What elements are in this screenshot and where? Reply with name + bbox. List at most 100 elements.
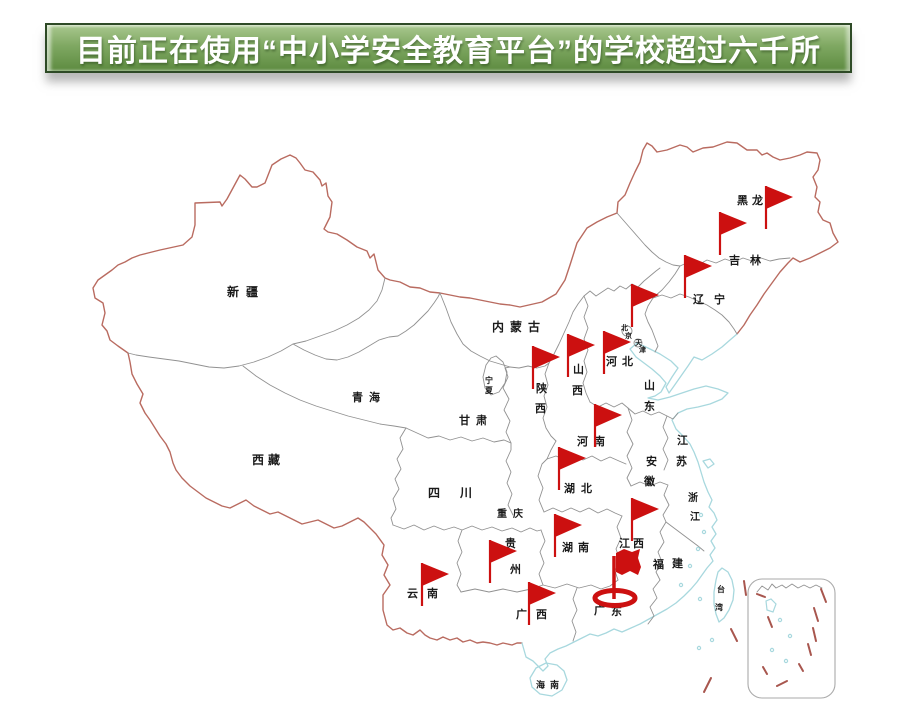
label-hunan: 湖 [562, 540, 573, 554]
islet [701, 529, 707, 535]
coastal-islets [678, 512, 793, 664]
flag-guizhou [488, 540, 517, 583]
label-jilin: 吉 [729, 253, 740, 267]
label-hainan: 南 [550, 679, 559, 691]
label-guangxi: 广 [516, 607, 527, 621]
label-guizhou: 贵 [505, 536, 516, 550]
coastline [521, 333, 738, 672]
label-henan: 南 [594, 434, 605, 448]
label-tianjin: 天 [635, 338, 643, 347]
label-hunan: 南 [578, 540, 589, 554]
label-fujian: 福 [652, 557, 664, 571]
flag-hubei [557, 447, 586, 490]
dash-segment [798, 663, 804, 672]
yangtze-mouth [702, 458, 715, 469]
dash-segment [703, 677, 712, 693]
label-yunnan: 云 [407, 587, 418, 600]
title-banner: 目前正在使用“中小学安全教育平台”的学校超过六千所 [45, 23, 852, 73]
dash-segment [776, 680, 788, 687]
islet [769, 647, 775, 653]
label-liaoning: 宁 [714, 292, 725, 306]
label-anhui: 安 [646, 454, 657, 468]
label-shaanxi: 西 [535, 402, 546, 415]
label-shandong: 山 [644, 378, 655, 392]
dash-segment [807, 643, 812, 656]
flag-liaoning [683, 255, 712, 298]
label-guizhou: 州 [509, 563, 521, 576]
flag-hebei [602, 331, 631, 374]
label-guangxi: 西 [536, 608, 547, 621]
dash-segment [812, 627, 817, 642]
label-neimenggu: 古 [528, 319, 540, 334]
label-sichuan: 川 [459, 486, 472, 500]
label-yunnan: 南 [427, 586, 438, 600]
taiwan-island [713, 567, 735, 623]
flag-yunnan [420, 563, 449, 606]
label-jiangsu: 江 [677, 433, 688, 447]
dash-segment [743, 580, 747, 596]
flag-hunan [553, 514, 582, 557]
label-tianjin: 津 [639, 345, 646, 354]
label-liaoning: 辽 [693, 293, 705, 306]
label-neimenggu: 蒙 [510, 319, 522, 334]
flag-henan [593, 404, 622, 447]
flag-shaanxi [531, 346, 560, 389]
label-jiangsu: 苏 [676, 454, 687, 468]
label-jiangxi: 江 [619, 536, 630, 550]
label-hubei: 北 [581, 481, 592, 495]
flag-jiangxi [630, 498, 659, 541]
national-border [92, 141, 839, 646]
label-heilongjiang: 龙 [751, 193, 763, 207]
islet [787, 633, 793, 639]
label-hainan: 海 [536, 679, 545, 691]
dash-segment [820, 588, 827, 603]
label-shanxi: 山 [573, 362, 584, 376]
label-taiwan: 台 [717, 584, 725, 594]
label-shandong: 东 [644, 399, 655, 413]
islet [687, 563, 693, 569]
label-jiangxi: 西 [633, 537, 644, 550]
islet [698, 512, 704, 518]
label-guangdong: 东 [611, 604, 622, 618]
dash-segment [756, 593, 766, 598]
islet [697, 596, 703, 602]
flag-beijing [630, 284, 659, 327]
label-guangdong: 广 [594, 603, 605, 617]
islet [777, 617, 783, 623]
dash-segment [767, 616, 773, 628]
label-zhejiang: 江 [690, 510, 700, 523]
islet [709, 637, 715, 643]
label-henan: 河 [577, 434, 588, 448]
dash-segment [762, 666, 768, 675]
south-china-sea-inset [747, 578, 836, 699]
guangdong-pin [592, 549, 641, 608]
label-xinjiang: 疆 [246, 285, 258, 299]
label-xizang: 西 [252, 453, 264, 467]
islet [783, 658, 789, 664]
islet [695, 546, 701, 552]
label-xinjiang: 新 [227, 284, 239, 299]
province-labels: 新疆西 藏青 海甘 肃宁夏内蒙古陕西山西河 北北京天津山东河南江苏安徽浙江湖 北湖南江西福… [227, 193, 763, 691]
flag-heilongjiang [764, 186, 793, 229]
label-sichuan: 四 [428, 486, 440, 500]
hainan-island [529, 662, 568, 697]
label-shaanxi: 陕 [536, 381, 547, 395]
label-taiwan: 湾 [715, 602, 723, 612]
province-flags [420, 186, 793, 625]
label-fujian: 建 [672, 556, 684, 570]
pin-flag [616, 549, 641, 575]
label-neimenggu: 内 [492, 319, 504, 334]
flag-jilin [718, 212, 747, 255]
label-zhejiang: 浙 [688, 491, 698, 504]
islet [678, 582, 684, 588]
label-qinghai: 青 [352, 390, 363, 404]
label-shanxi: 西 [572, 384, 583, 397]
label-beijing: 京 [625, 331, 632, 340]
nine-dash-line [703, 580, 827, 693]
banner-text: 目前正在使用“中小学安全教育平台”的学校超过六千所 [76, 35, 821, 68]
dash-segment [813, 607, 819, 622]
province-borders [127, 212, 791, 642]
label-gansu: 甘 [459, 413, 470, 427]
